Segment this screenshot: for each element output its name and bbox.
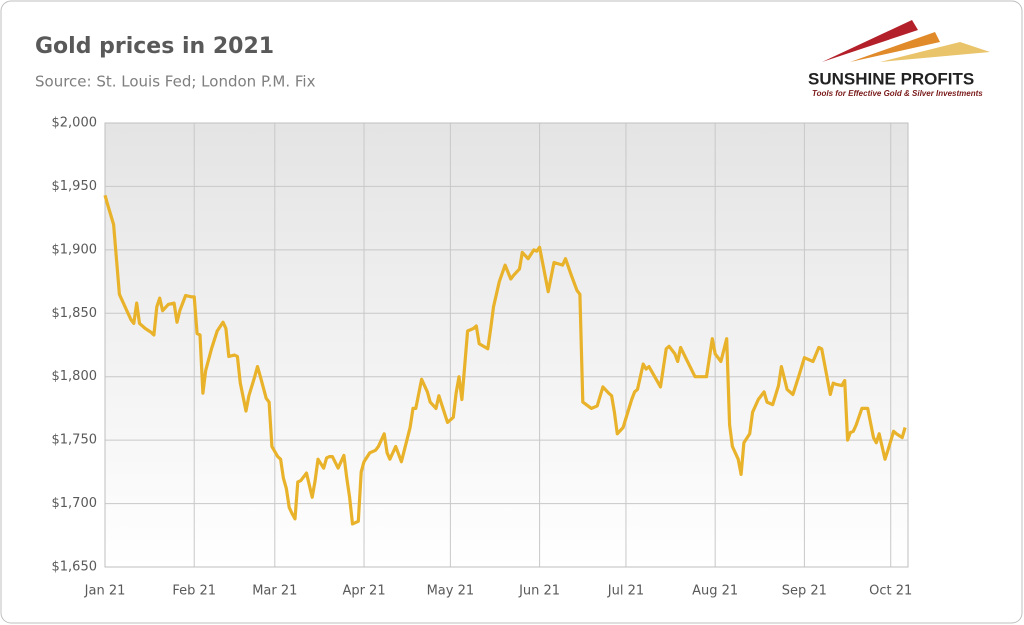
plot-area — [105, 123, 908, 567]
y-tick-label: $1,850 — [52, 306, 98, 321]
chart-subtitle: Source: St. Louis Fed; London P.M. Fix — [35, 73, 316, 91]
x-tick-label: Jun 21 — [518, 584, 560, 599]
x-tick-label: Aug 21 — [692, 584, 738, 599]
plot-border — [104, 122, 909, 568]
logo-swoosh — [850, 32, 940, 62]
x-tick-label: Apr 21 — [342, 584, 385, 599]
logo: SUNSHINE PROFITS Tools for Effective Gol… — [808, 20, 990, 98]
logo-name: SUNSHINE PROFITS — [808, 69, 974, 88]
chart-title: Gold prices in 2021 — [35, 34, 274, 59]
x-tick-label: Jul 21 — [607, 584, 644, 599]
y-tick-label: $2,000 — [52, 116, 98, 131]
y-tick-label: $1,750 — [52, 433, 98, 448]
y-tick-label: $1,700 — [52, 496, 98, 511]
logo-swoosh — [822, 20, 918, 62]
x-tick-label: Sep 21 — [782, 584, 827, 599]
x-tick-label: Mar 21 — [252, 584, 297, 599]
y-tick-label: $1,950 — [52, 179, 98, 194]
x-tick-label: Oct 21 — [869, 584, 912, 599]
x-tick-label: Feb 21 — [172, 584, 216, 599]
y-tick-label: $1,650 — [52, 560, 98, 575]
logo-swoosh — [880, 42, 990, 62]
logo-tagline: Tools for Effective Gold & Silver Invest… — [812, 89, 983, 98]
x-tick-label: May 21 — [427, 584, 475, 599]
y-tick-label: $1,800 — [52, 369, 98, 384]
x-tick-label: Jan 21 — [84, 584, 126, 599]
y-tick-label: $1,900 — [52, 242, 98, 257]
price-line — [103, 194, 907, 526]
